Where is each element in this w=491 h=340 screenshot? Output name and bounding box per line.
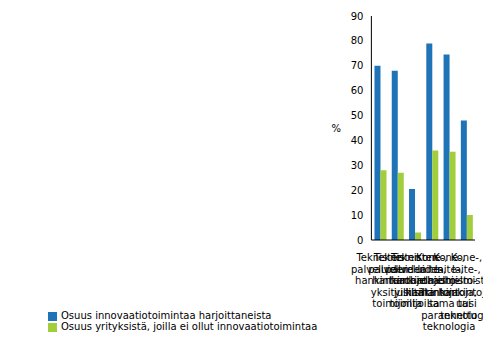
svg-text:40: 40 [351, 135, 364, 146]
svg-text:80: 80 [351, 35, 364, 46]
svg-text:30: 30 [351, 160, 364, 171]
svg-text:0: 0 [357, 235, 363, 246]
svg-text:20: 20 [351, 185, 364, 196]
svg-text:10: 10 [351, 210, 364, 221]
svg-text:60: 60 [351, 85, 364, 96]
svg-text:Kone-,laite-,ohjelmisto-hankin: Kone-,laite-,ohjelmisto-hankintoja,uusit… [438, 252, 483, 321]
svg-text:%: % [331, 123, 341, 134]
svg-text:70: 70 [351, 60, 364, 71]
svg-text:50: 50 [351, 110, 364, 121]
svg-text:90: 90 [351, 11, 364, 22]
